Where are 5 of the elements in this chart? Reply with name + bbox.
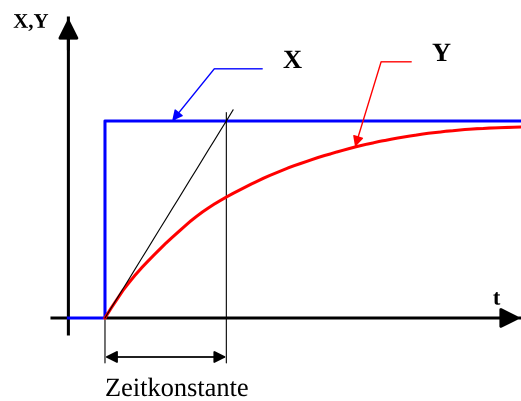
y-axis-title: X,Y [14, 14, 48, 31]
text: Zeitkonstante [106, 378, 248, 396]
text: Y [432, 44, 451, 61]
x-axis-title: t [493, 292, 500, 305]
text: X [283, 50, 302, 68]
